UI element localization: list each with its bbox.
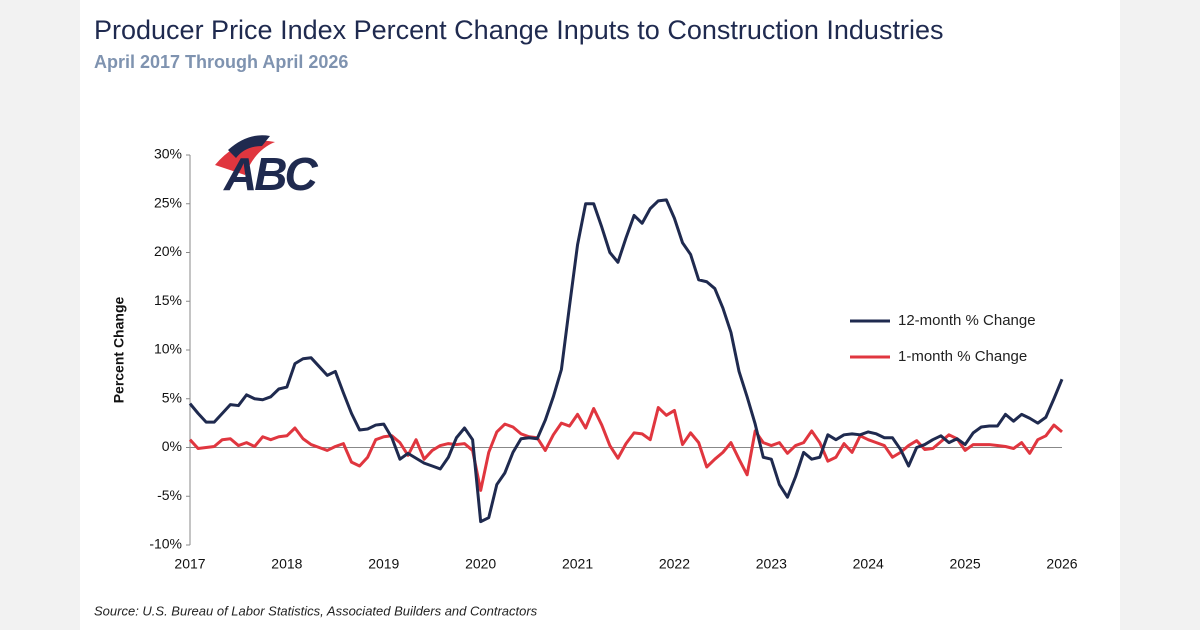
chart-subtitle: April 2017 Through April 2026: [94, 52, 348, 72]
x-tick-label: 2018: [271, 556, 302, 572]
y-tick-label: 20%: [154, 243, 182, 259]
logo-flag-star: [228, 135, 270, 158]
y-tick-label: -10%: [149, 536, 182, 552]
x-tick-label: 2024: [853, 556, 884, 572]
x-tick-label: 2025: [950, 556, 981, 572]
x-tick-label: 2017: [174, 556, 205, 572]
logo: ABC: [215, 135, 321, 200]
y-tick-label: 0%: [162, 438, 182, 454]
series-line: [188, 198, 1064, 524]
logo-text: ABC: [223, 148, 318, 200]
logo-flag: [215, 140, 275, 175]
x-tick-label: 2021: [562, 556, 593, 572]
y-tick-label: 25%: [154, 194, 182, 210]
series-line: [188, 406, 1063, 492]
y-tick-label: -5%: [157, 487, 182, 503]
chart-title: Producer Price Index Percent Change Inpu…: [94, 15, 943, 45]
legend-label: 12-month % Change: [898, 312, 1036, 329]
x-tick-label: 2019: [368, 556, 399, 572]
y-tick-label: 30%: [154, 146, 182, 162]
legend-label: 1-month % Change: [898, 348, 1027, 365]
source-note: Source: U.S. Bureau of Labor Statistics,…: [94, 603, 538, 618]
x-tick-label: 2023: [756, 556, 787, 572]
y-tick-label: 15%: [154, 292, 182, 308]
y-tick-label: 5%: [162, 389, 182, 405]
x-tick-label: 2020: [465, 556, 496, 572]
x-tick-label: 2022: [659, 556, 690, 572]
y-tick-label: 10%: [154, 341, 182, 357]
card: [80, 0, 1120, 630]
x-tick-label: 2026: [1046, 556, 1077, 572]
y-axis-title: Percent Change: [111, 296, 127, 403]
